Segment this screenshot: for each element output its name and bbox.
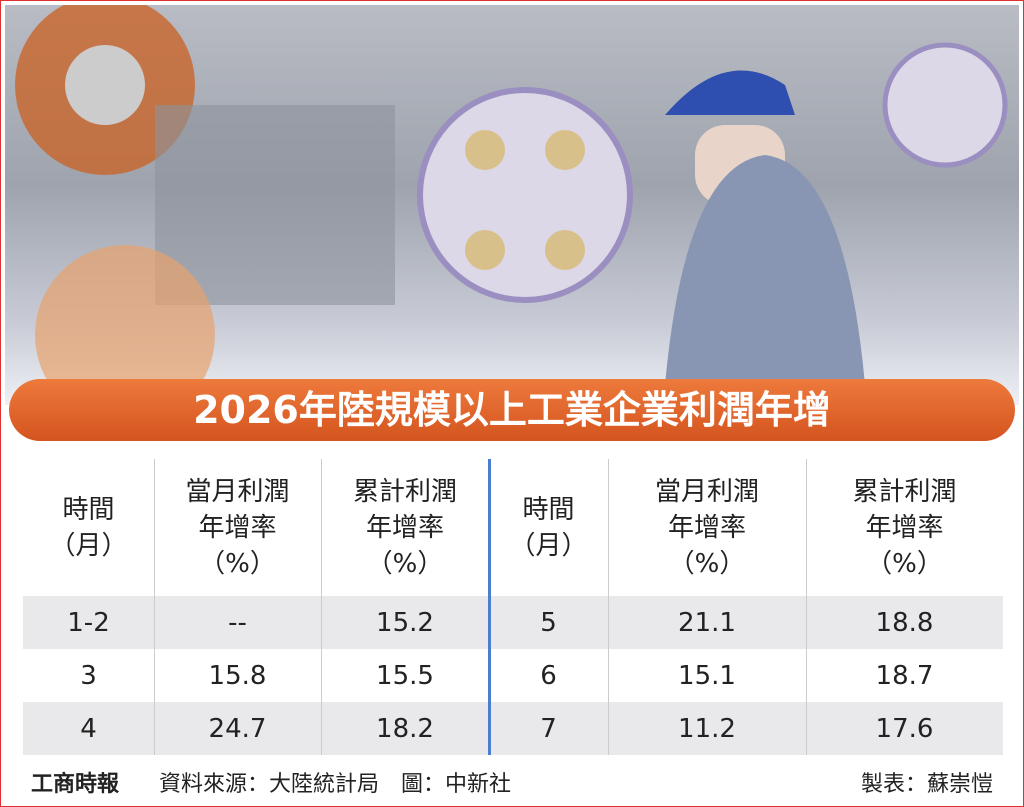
header-text: （%）	[366, 548, 444, 579]
header-cell: 時間 （月）	[489, 459, 608, 596]
credit: 製表：蘇崇愷	[860, 772, 993, 797]
header-text: 年增率	[198, 512, 277, 543]
column-separator	[154, 459, 155, 755]
header-text: （%）	[199, 548, 276, 579]
column-separator	[321, 459, 322, 755]
row-band	[489, 596, 1003, 649]
header-text: 年增率	[365, 512, 444, 543]
table-cell: 4	[80, 713, 97, 744]
table-cell: 7	[540, 713, 557, 744]
header-text: 年增率	[667, 512, 746, 543]
header-cell: 累計利潤年增率 （%）	[321, 459, 489, 596]
column-separator	[608, 459, 609, 755]
title: 2026年陸規模以上工業企業利潤年增	[9, 379, 1015, 441]
row-band	[23, 702, 489, 755]
table-cell: 24.7	[208, 713, 267, 744]
table-cell: 15.5	[376, 660, 434, 691]
row-band	[23, 596, 489, 649]
header-cell: 累計利潤年增率 （%）	[806, 459, 1003, 596]
source: 資料來源：大陸統計局 圖：中新社	[159, 772, 512, 797]
header-text: （%）	[866, 548, 943, 579]
table-cell: 6	[540, 660, 557, 691]
photo-illustration	[15, 1, 1008, 425]
table-cell: 21.1	[678, 607, 736, 638]
header-text: 累計利潤	[352, 476, 457, 507]
row-band	[489, 702, 1003, 755]
footer: 工商時報 資料來源：大陸統計局 圖：中新社 製表：蘇崇愷	[1, 758, 1023, 804]
header-text: 當月利潤	[654, 476, 759, 507]
table-cell: 18.7	[875, 660, 934, 691]
table-cell: 5	[540, 607, 557, 638]
header-cell: 時間 （月）	[23, 459, 154, 596]
header-text: 當月利潤	[185, 476, 290, 507]
column-separator	[806, 459, 807, 755]
header-text: 年增率	[865, 512, 944, 543]
table-cell: 1-2	[67, 607, 110, 638]
factory-photo	[5, 1, 1019, 425]
table-cell: 15.8	[208, 660, 267, 691]
logo: 工商時報	[31, 771, 120, 797]
header-cell: 當月利潤年增率 （%）	[154, 459, 321, 596]
half-divider	[488, 459, 491, 755]
header-text: （月）	[49, 530, 128, 561]
header-text: （月）	[509, 530, 588, 561]
table-cell: 3	[80, 660, 97, 691]
table-cell: --	[228, 607, 247, 638]
header-cell: 當月利潤年增率 （%）	[608, 459, 806, 596]
table-cell: 15.1	[678, 660, 736, 691]
table-cell: 17.6	[875, 713, 934, 744]
table-cell: 18.2	[376, 713, 434, 744]
header-text: （%）	[668, 548, 746, 579]
header-text: 時間	[522, 494, 575, 525]
table-cell: 18.8	[875, 607, 934, 638]
table-cell: 15.2	[376, 607, 434, 638]
header-text: 時間	[62, 494, 115, 525]
header-text: 累計利潤	[852, 476, 957, 507]
table-cell: 11.2	[678, 713, 736, 744]
